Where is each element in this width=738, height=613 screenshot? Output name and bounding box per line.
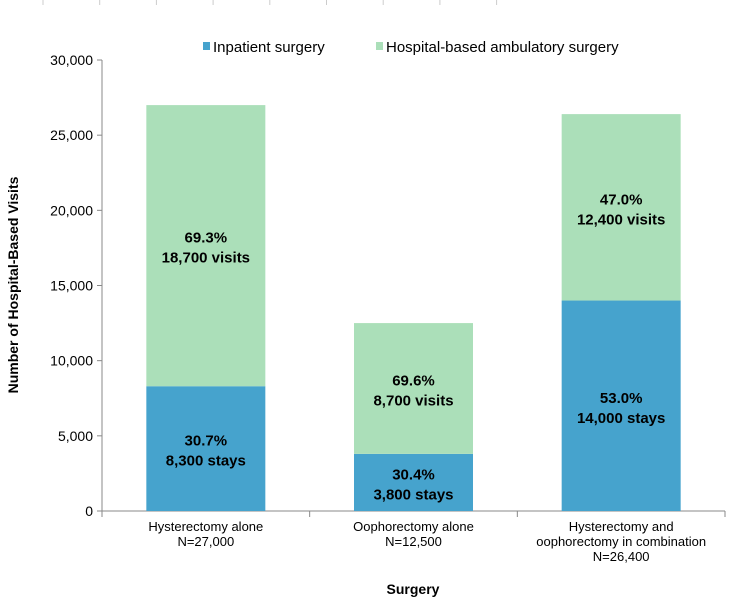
data-label: 18,700 visits — [162, 250, 250, 267]
bar-segment — [146, 105, 266, 387]
x-tick-label: N=12,500 — [385, 534, 442, 549]
data-label: 30.4% — [392, 466, 435, 483]
bar-segment — [561, 114, 681, 301]
legend-swatch — [376, 42, 383, 50]
legend-swatch — [203, 42, 210, 50]
bar-segment — [561, 300, 681, 511]
data-label: 8,700 visits — [373, 392, 453, 409]
data-label: 69.6% — [392, 372, 435, 389]
x-tick-label: oophorectomy in combination — [536, 534, 706, 549]
legend-label: Inpatient surgery — [213, 39, 325, 56]
data-label: 53.0% — [600, 390, 643, 407]
y-axis-label: Number of Hospital-Based Visits — [5, 176, 21, 393]
x-tick-label: N=26,400 — [593, 549, 650, 564]
y-tick-label: 15,000 — [50, 278, 93, 294]
x-tick-label: N=27,000 — [177, 534, 234, 549]
bar-segment — [354, 453, 473, 511]
data-label: 69.3% — [185, 230, 228, 247]
legend-label: Hospital-based ambulatory surgery — [386, 39, 619, 56]
data-label: 3,800 stays — [373, 486, 453, 503]
data-label: 12,400 visits — [577, 211, 665, 228]
x-tick-label: Oophorectomy alone — [353, 519, 474, 534]
bar-segment — [354, 323, 473, 454]
data-label: 47.0% — [600, 191, 643, 208]
x-tick-label: Hysterectomy alone — [148, 519, 263, 534]
y-tick-label: 30,000 — [50, 52, 93, 68]
y-tick-label: 25,000 — [50, 127, 93, 143]
x-tick-label: Hysterectomy and — [569, 519, 674, 534]
y-tick-label: 10,000 — [50, 353, 93, 369]
y-tick-label: 0 — [85, 503, 93, 519]
data-label: 8,300 stays — [166, 453, 246, 470]
bar-segment — [146, 386, 266, 511]
y-tick-label: 5,000 — [58, 428, 93, 444]
y-tick-label: 20,000 — [50, 202, 93, 218]
x-axis-label: Surgery — [387, 581, 440, 597]
data-label: 14,000 stays — [577, 410, 665, 427]
data-label: 30.7% — [185, 433, 228, 450]
